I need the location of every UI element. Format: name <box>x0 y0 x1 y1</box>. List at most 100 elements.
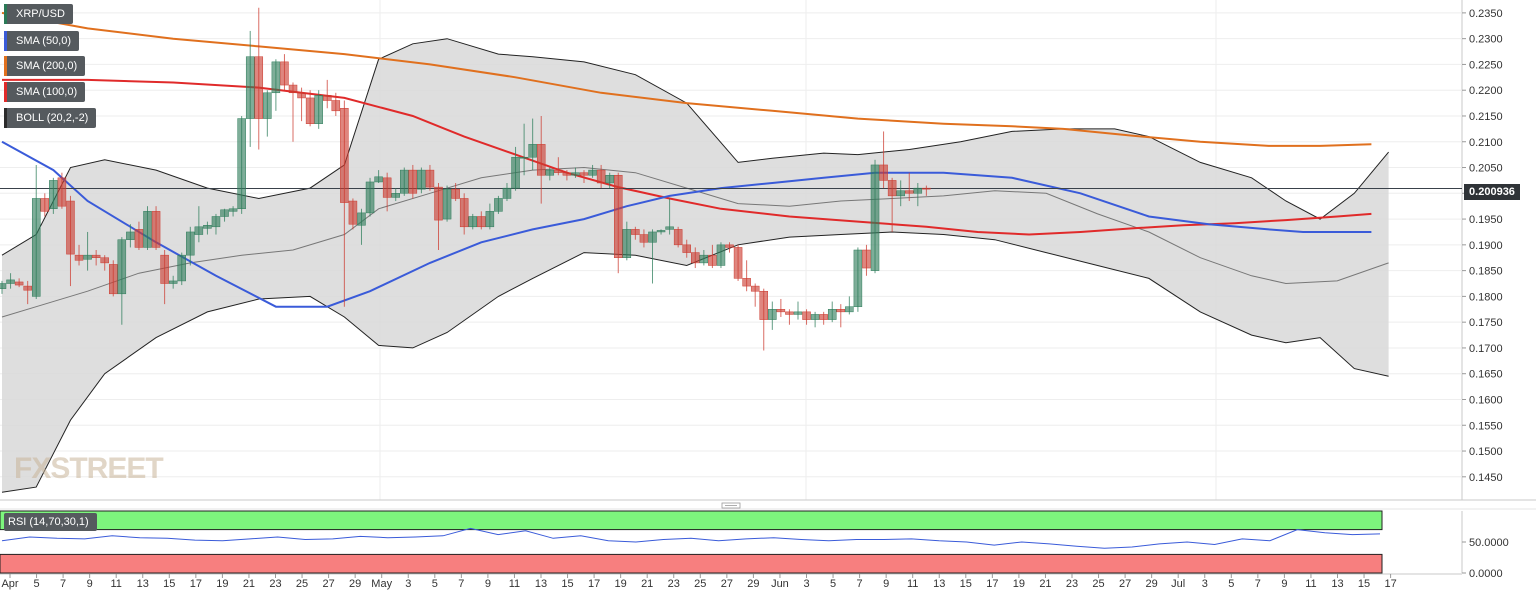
candle-body <box>733 247 743 279</box>
candle-body <box>168 280 178 284</box>
y-tick-label: 0.1500 <box>1469 446 1503 458</box>
sma50-line <box>1 140 1372 308</box>
legend-boll[interactable]: BOLL (20,2,-2) <box>4 108 97 128</box>
legend-sma100[interactable]: SMA (100,0) <box>4 82 86 102</box>
x-tick-label: 23 <box>668 578 680 590</box>
y-tick-label: 0.1850 <box>1469 266 1503 278</box>
candle-body <box>785 311 794 315</box>
x-tick-label: 15 <box>163 578 175 590</box>
candle-body <box>382 177 392 198</box>
candle-body <box>896 190 905 197</box>
candle-body <box>682 244 691 253</box>
bollinger-lower-line <box>1 231 1389 493</box>
candle-body <box>905 190 914 194</box>
candle-body <box>819 314 828 320</box>
candle-body <box>408 169 418 194</box>
candle-body <box>177 254 186 282</box>
candle-body <box>613 175 623 258</box>
candle-body <box>579 172 589 176</box>
candle-body <box>562 172 572 176</box>
legend-sma200[interactable]: SMA (200,0) <box>4 56 86 76</box>
legend-swatch <box>4 82 7 102</box>
candle-body <box>74 254 84 261</box>
legend-sma50[interactable]: SMA (50,0) <box>4 31 80 51</box>
x-tick-label: 17 <box>1384 578 1396 590</box>
x-tick-label: 21 <box>641 578 653 590</box>
candle-body <box>40 198 50 212</box>
x-tick-label: 9 <box>1281 578 1287 590</box>
y-tick-label: 0.1900 <box>1469 240 1503 252</box>
rsi-overbought-zone <box>0 510 1383 531</box>
x-tick-label: 27 <box>1119 578 1131 590</box>
candle-body <box>425 169 435 188</box>
x-tick-label: 7 <box>857 578 863 590</box>
x-tick-label: 11 <box>509 578 520 590</box>
candle-body <box>91 254 101 258</box>
candle-body <box>228 208 238 212</box>
candle-body <box>776 309 786 313</box>
price-axis: 0.2350 0.2300 0.2250 0.2200 0.2150 0.2100 0.20… <box>1462 8 1503 484</box>
candle-body <box>750 285 760 292</box>
x-tick-label: 25 <box>296 578 308 590</box>
x-tick-label: 3 <box>803 578 809 590</box>
candle-body <box>810 314 820 320</box>
y-tick-label: 0.1650 <box>1469 369 1503 381</box>
x-tick-label: 11 <box>907 578 918 590</box>
candle-body <box>853 249 863 307</box>
legend-symbol[interactable]: XRP/USD <box>4 4 73 24</box>
x-tick-label: 11 <box>1305 578 1316 590</box>
candle-body <box>160 254 169 284</box>
legend-sma100-label: SMA (100,0) <box>16 86 78 98</box>
candle-body <box>768 309 777 320</box>
y-tick-label: 0.2350 <box>1469 8 1503 20</box>
candle-body <box>545 169 555 176</box>
candle-body <box>554 169 563 173</box>
candle-body <box>571 172 580 176</box>
candle-body <box>263 92 272 119</box>
x-tick-label: 19 <box>615 578 627 590</box>
candle-body <box>143 211 152 248</box>
y-tick-label: 0.1800 <box>1469 291 1503 303</box>
candle-body <box>605 175 614 184</box>
candle-body <box>691 252 700 264</box>
x-tick-label: 21 <box>1039 578 1051 590</box>
candle-body <box>297 92 306 99</box>
x-tick-label: 3 <box>405 578 411 590</box>
x-tick-label: 13 <box>933 578 945 590</box>
x-tick-label: 27 <box>721 578 733 590</box>
candle-body <box>271 61 281 94</box>
candle-body <box>434 186 443 221</box>
legend-swatch <box>4 4 7 24</box>
x-tick-label: 17 <box>588 578 600 590</box>
candle-body <box>117 239 127 295</box>
candle-body <box>0 283 7 289</box>
candle-body <box>468 216 477 228</box>
x-tick-label: 19 <box>1013 578 1025 590</box>
x-tick-label: 21 <box>243 578 255 590</box>
candle-body <box>913 187 923 194</box>
candle-body <box>742 278 751 287</box>
legend-sma50-label: SMA (50,0) <box>16 35 72 47</box>
candle-body <box>417 169 426 190</box>
candle-body <box>6 279 15 284</box>
candle-body <box>245 56 255 119</box>
y-tick-label: 0.1450 <box>1469 472 1503 484</box>
candle-body <box>254 56 264 119</box>
x-tick-label: 17 <box>190 578 202 590</box>
rsi-tick-label: 50.0000 <box>1469 537 1509 549</box>
pane-divider[interactable] <box>0 499 1536 510</box>
watermark-logo: FXSTREET <box>14 452 164 486</box>
rsi-legend[interactable]: RSI (14,70,30,1) <box>4 513 97 531</box>
candle-body <box>588 169 597 176</box>
candle-body <box>280 61 289 86</box>
candle-body <box>519 156 529 159</box>
candle-body <box>23 285 32 291</box>
candle-body <box>622 229 632 258</box>
candle-body <box>879 164 888 181</box>
x-tick-label: 7 <box>1255 578 1261 590</box>
candle-body <box>288 84 298 94</box>
candle-body <box>203 225 212 229</box>
candle-body <box>83 254 92 260</box>
candle-body <box>109 264 118 295</box>
